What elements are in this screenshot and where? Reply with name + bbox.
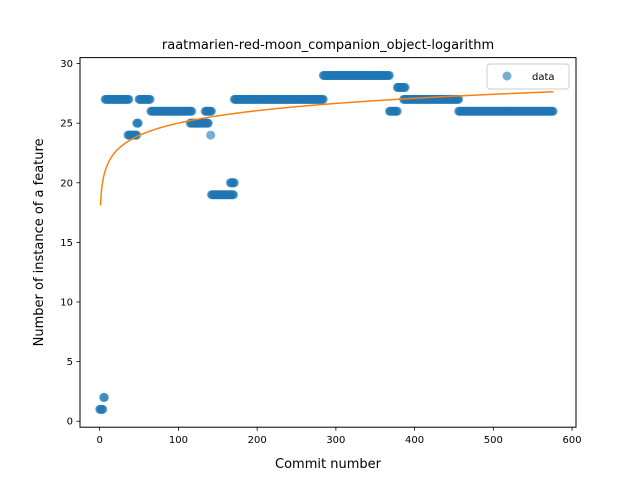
data-point [99,392,109,402]
data-point [392,106,402,116]
x-tick-label: 0 [96,435,102,446]
data-point [206,130,216,140]
y-tick-label: 15 [60,238,73,249]
data-point [203,118,213,128]
data-point [454,94,464,104]
x-tick-label: 400 [405,435,424,446]
x-axis: 0 100 200 300 400 500 600 [96,427,582,446]
data-point [124,94,134,104]
chart-title: raatmarien-red-moon_companion_object-log… [162,38,494,53]
data-point [206,106,216,116]
data-point [400,82,410,92]
data-point [145,94,155,104]
y-tick-label: 30 [60,59,73,70]
plot-area [95,70,558,414]
x-tick-label: 500 [484,435,503,446]
x-tick-label: 100 [169,435,188,446]
data-point [229,190,239,200]
data-point [187,106,197,116]
x-tick-label: 200 [248,435,267,446]
legend-label-data: data [532,72,555,83]
data-point [98,404,108,414]
data-point [548,106,558,116]
data-point [133,118,143,128]
x-axis-label: Commit number [275,457,382,472]
x-tick-label: 600 [563,435,582,446]
fit-line [99,91,554,206]
legend-box [486,63,570,90]
y-axis: 0 5 10 15 20 25 30 [60,59,80,428]
y-axis-label: Number of instance of a feature [32,138,47,346]
legend: data [486,63,570,90]
legend-marker [502,71,512,81]
y-tick-label: 25 [60,119,73,130]
plot-frame [79,57,577,428]
y-tick-label: 20 [60,178,73,189]
data-point [384,70,394,80]
data-point [229,178,239,188]
y-tick-label: 5 [67,357,73,368]
data-point [318,94,328,104]
y-tick-label: 0 [67,417,73,428]
data-points [95,70,558,414]
x-tick-label: 300 [326,435,345,446]
y-tick-label: 10 [60,298,73,309]
fit-line-group [99,91,554,206]
